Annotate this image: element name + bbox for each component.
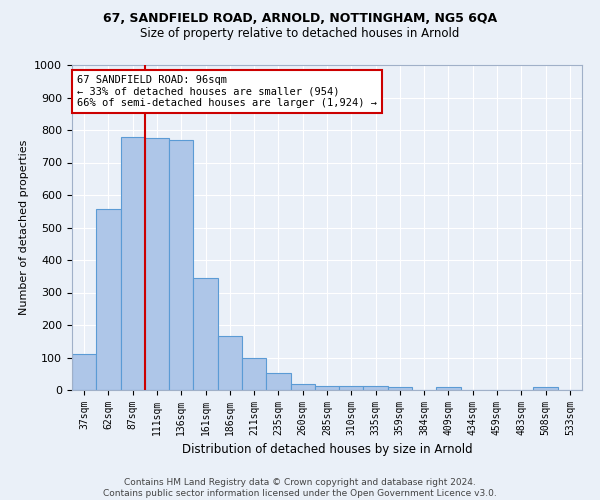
Y-axis label: Number of detached properties: Number of detached properties	[19, 140, 29, 315]
Bar	[388, 387, 412, 390]
Bar	[290, 384, 315, 390]
Bar	[364, 386, 388, 390]
Text: 67, SANDFIELD ROAD, ARNOLD, NOTTINGHAM, NG5 6QA: 67, SANDFIELD ROAD, ARNOLD, NOTTINGHAM, …	[103, 12, 497, 26]
Bar	[315, 386, 339, 390]
Bar	[242, 358, 266, 390]
Bar	[266, 373, 290, 390]
Text: 67 SANDFIELD ROAD: 96sqm
← 33% of detached houses are smaller (954)
66% of semi-: 67 SANDFIELD ROAD: 96sqm ← 33% of detach…	[77, 74, 377, 108]
Text: Size of property relative to detached houses in Arnold: Size of property relative to detached ho…	[140, 28, 460, 40]
Bar	[436, 387, 461, 390]
Bar	[96, 208, 121, 390]
Bar	[533, 387, 558, 390]
Bar	[169, 140, 193, 390]
Bar	[121, 137, 145, 390]
Bar	[145, 138, 169, 390]
Bar	[72, 354, 96, 390]
Text: Contains HM Land Registry data © Crown copyright and database right 2024.
Contai: Contains HM Land Registry data © Crown c…	[103, 478, 497, 498]
Bar	[193, 278, 218, 390]
Bar	[218, 336, 242, 390]
Bar	[339, 386, 364, 390]
X-axis label: Distribution of detached houses by size in Arnold: Distribution of detached houses by size …	[182, 444, 472, 456]
